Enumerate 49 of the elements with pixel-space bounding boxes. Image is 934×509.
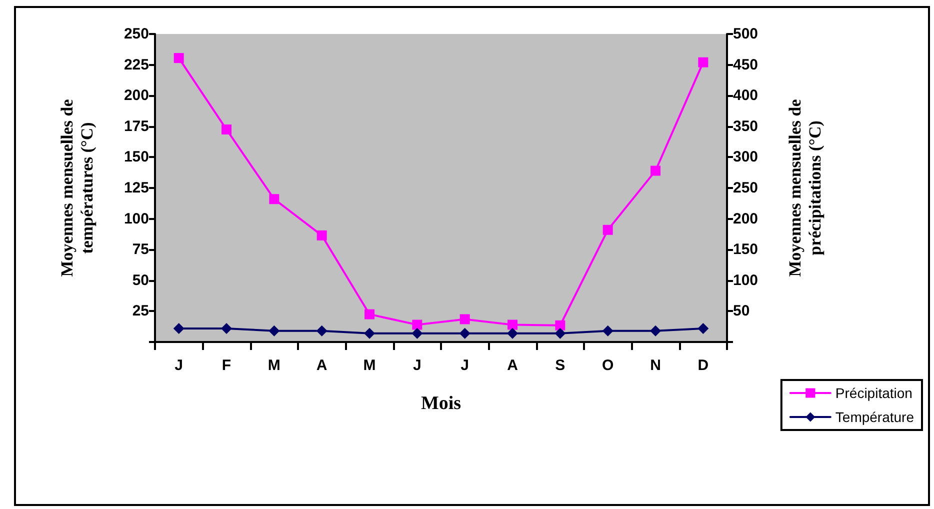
y2-tick-label: 50 bbox=[733, 302, 750, 320]
point bbox=[412, 320, 422, 330]
y2-tick-label: 150 bbox=[733, 241, 758, 258]
y-tick-label: 225 bbox=[124, 56, 149, 74]
point bbox=[222, 124, 232, 134]
y2-tick-label: 250 bbox=[733, 180, 758, 196]
legend-label: Température bbox=[835, 409, 914, 425]
x-tick-label: J bbox=[412, 357, 422, 374]
x-tick-label: F bbox=[222, 357, 232, 374]
y2-tick-label: 200 bbox=[733, 210, 758, 228]
x-tick-label: A bbox=[507, 357, 518, 374]
x-tick-label: J bbox=[174, 357, 184, 374]
point bbox=[174, 53, 184, 64]
y2-axis-title: Moyennes mensuelles de précipitations (°C) bbox=[786, 98, 824, 277]
point bbox=[650, 166, 660, 176]
y-tick-label: 250 bbox=[124, 26, 149, 42]
y-tick-label: 100 bbox=[124, 210, 149, 228]
point bbox=[555, 320, 566, 330]
y-tick-label: 200 bbox=[124, 87, 149, 104]
point bbox=[316, 230, 327, 240]
point bbox=[602, 224, 613, 235]
y2-tick-label: 350 bbox=[733, 118, 758, 135]
y2-tick-label: 400 bbox=[733, 87, 758, 104]
point bbox=[460, 314, 470, 324]
y-axis-title: Moyennes mensuelles de températures (°C) bbox=[58, 98, 96, 277]
y-tick-label: 25 bbox=[132, 302, 149, 320]
x-tick-label: D bbox=[698, 357, 709, 374]
y2-tick-label: 500 bbox=[733, 26, 758, 42]
point bbox=[269, 194, 280, 204]
y2-tick-label: 300 bbox=[733, 148, 758, 166]
y-tick-label: 150 bbox=[124, 148, 149, 166]
point bbox=[508, 320, 518, 330]
x-tick-label: S bbox=[555, 357, 566, 374]
y2-tick-label: 100 bbox=[733, 272, 758, 289]
y-tick-label: 75 bbox=[132, 241, 149, 258]
y-tick-label: 125 bbox=[124, 180, 149, 196]
point bbox=[364, 309, 374, 320]
y-tick-label: 175 bbox=[124, 118, 149, 135]
x-tick-label: M bbox=[268, 357, 280, 374]
point bbox=[698, 57, 708, 68]
y2-tick-label: 450 bbox=[733, 56, 758, 74]
x-tick-label: J bbox=[460, 357, 470, 374]
x-axis-title: Mois bbox=[420, 393, 462, 414]
y-tick-label: 50 bbox=[132, 272, 149, 289]
x-tick-label: M bbox=[363, 357, 376, 374]
x-tick-label: N bbox=[650, 357, 661, 374]
x-tick-label: O bbox=[602, 357, 614, 374]
x-tick-label: A bbox=[316, 357, 328, 374]
legend-label: Précipitation bbox=[835, 385, 912, 401]
